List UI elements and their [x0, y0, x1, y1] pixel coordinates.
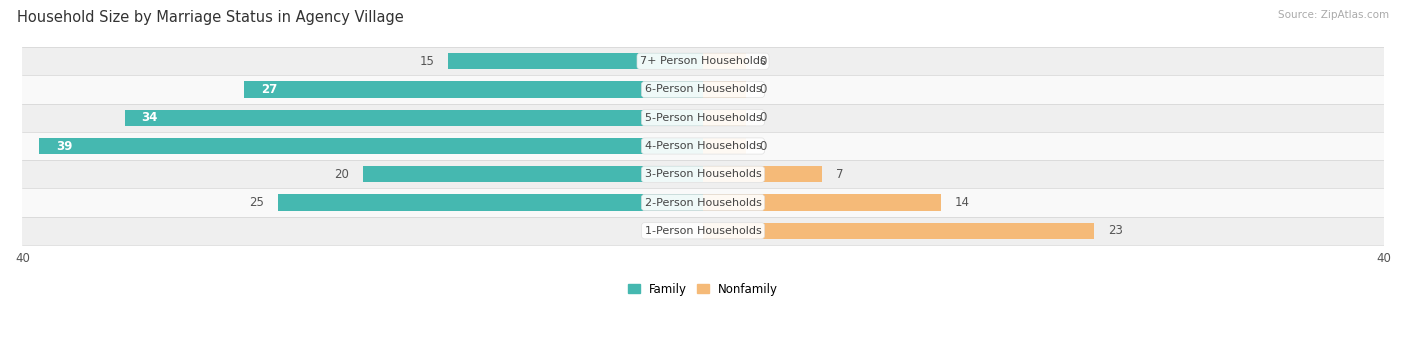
Text: 0: 0	[759, 111, 766, 124]
Text: 20: 20	[335, 168, 349, 181]
Bar	[22, 132, 1384, 160]
Text: 25: 25	[249, 196, 264, 209]
Bar	[22, 160, 1384, 188]
Text: 4-Person Households: 4-Person Households	[644, 141, 762, 151]
Bar	[277, 194, 703, 211]
Bar	[22, 217, 1384, 245]
Text: 0: 0	[759, 55, 766, 68]
Text: 27: 27	[260, 83, 277, 96]
Text: Household Size by Marriage Status in Agency Village: Household Size by Marriage Status in Age…	[17, 10, 404, 25]
Text: 39: 39	[56, 139, 73, 152]
Bar	[703, 81, 745, 98]
Bar	[703, 53, 745, 70]
Bar	[22, 188, 1384, 217]
Bar	[243, 81, 703, 98]
Text: 15: 15	[419, 55, 434, 68]
Text: Source: ZipAtlas.com: Source: ZipAtlas.com	[1278, 10, 1389, 20]
Bar	[22, 104, 1384, 132]
Text: 1-Person Households: 1-Person Households	[644, 226, 762, 236]
Text: 2-Person Households: 2-Person Households	[644, 197, 762, 208]
Bar	[39, 138, 703, 154]
Legend: Family, Nonfamily: Family, Nonfamily	[623, 278, 783, 301]
Bar	[22, 47, 1384, 75]
Text: 5-Person Households: 5-Person Households	[644, 113, 762, 123]
Text: 6-Person Households: 6-Person Households	[644, 85, 762, 94]
Bar	[125, 109, 703, 126]
Text: 3-Person Households: 3-Person Households	[644, 169, 762, 179]
Bar	[703, 138, 745, 154]
Text: 34: 34	[142, 111, 157, 124]
Bar	[22, 75, 1384, 104]
Bar	[703, 223, 1094, 239]
Text: 14: 14	[955, 196, 970, 209]
Bar	[703, 109, 745, 126]
Bar	[703, 166, 823, 182]
Text: 7+ Person Households: 7+ Person Households	[640, 56, 766, 66]
Bar	[363, 166, 703, 182]
Text: 23: 23	[1108, 224, 1123, 237]
Bar	[703, 194, 941, 211]
Text: 0: 0	[759, 83, 766, 96]
Text: 7: 7	[835, 168, 844, 181]
Text: 0: 0	[759, 139, 766, 152]
Bar	[447, 53, 703, 70]
